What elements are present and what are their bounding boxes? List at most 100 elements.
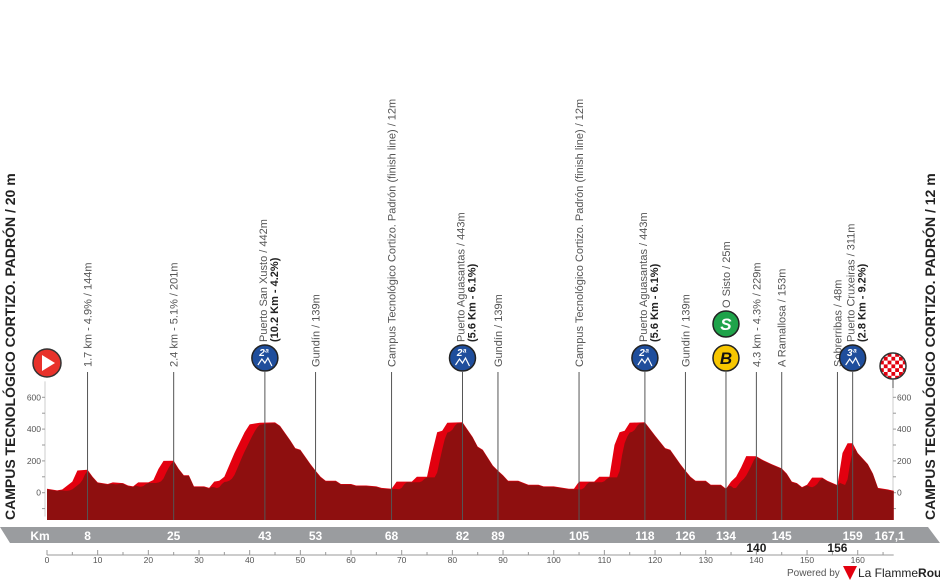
km-bar-label: 82 (456, 529, 470, 543)
brand-name: La FlammeRouge (858, 566, 940, 580)
checker-square (891, 364, 896, 369)
point-sublabel: (5.6 Km - 6.1%) (466, 263, 478, 342)
y-tick-label: 400 (27, 424, 41, 434)
checker-square (880, 353, 884, 357)
point-label: A Ramallosa / 153m (777, 269, 789, 367)
checker-square (883, 364, 888, 369)
finish-title: CAMPUS TECNOLÓGICO CORTIZO. PADRÓN / 12 … (921, 173, 938, 520)
x-tick-label: 110 (598, 555, 612, 565)
km-bar-unit: Km (30, 529, 49, 543)
km-bar-label: 134 (716, 529, 736, 543)
x-tick-label: 150 (800, 555, 814, 565)
x-tick-label: 50 (296, 555, 306, 565)
km-bar-label: 68 (385, 529, 399, 543)
point-labels: 1.7 km - 4.9% / 144m 2.4 km - 5.1% / 201m… (83, 99, 869, 372)
point-label: Puerto Aguasantas / 443m (638, 212, 650, 342)
checker-square (883, 372, 888, 376)
km-bar-background (0, 527, 940, 543)
checker-square (895, 368, 899, 372)
category-climb-badge-icon: 3ª (838, 344, 867, 372)
point-label: Puerto Cruxeiras / 311m (846, 224, 858, 342)
x-tick-label: 40 (245, 555, 255, 565)
point-label: Puerto Aguasantas / 443m (455, 212, 467, 342)
y-tick-label: 600 (897, 392, 911, 402)
point-label: O Sisto / 25m (721, 241, 733, 308)
km-below-label: 156 (827, 541, 847, 555)
category-climb-badge-icon: 2ª (251, 344, 279, 372)
axes: 0 200 400 600 0 200 400 600 0 10 20 30 40 50 60 70 80 90 1… (27, 381, 911, 565)
checker-square (880, 360, 884, 365)
checker-square (895, 375, 899, 379)
checker-square (899, 372, 903, 376)
category-climb-badge-icon: 2ª (448, 344, 477, 372)
x-tick-label: 70 (397, 555, 407, 565)
km-bar-label: 25 (167, 529, 181, 543)
km-bar-label: 43 (258, 529, 272, 543)
category-climb-badge-icon: 2ª (631, 344, 659, 372)
category-label: 2ª (638, 348, 649, 359)
checker-square (895, 353, 899, 357)
x-tick-label: 130 (699, 555, 713, 565)
mountain-icon (454, 356, 471, 367)
point-label: Gundín / 139m (493, 294, 505, 367)
sprint-label: S (720, 315, 732, 334)
mountain-icon (257, 356, 273, 367)
bonus-circle (712, 344, 740, 372)
y-tick-label: 200 (897, 456, 911, 466)
point-sublabel: (10.2 Km - 4.2%) (269, 257, 281, 342)
sprint-circle (712, 310, 740, 338)
km-bar-label: 89 (491, 529, 505, 543)
checker-square (891, 356, 896, 361)
checker-square (880, 375, 884, 379)
y-tick-label: 0 (36, 488, 41, 498)
point-label: Sobrerribas / 48m (832, 280, 844, 367)
profile-shade-area (47, 423, 894, 520)
point-label: 4.3 km - 4.3% / 229m (751, 262, 763, 367)
point-label: Campus Tecnológico Cortizo. Padrón (fini… (387, 99, 399, 367)
x-tick-label: 30 (194, 555, 204, 565)
point-label: Puerto San Xusto / 442m (258, 219, 270, 342)
bonus-label: B (720, 349, 732, 368)
km-bar-label: 145 (772, 529, 792, 543)
y-tick-label: 400 (897, 424, 911, 434)
y-tick-label: 600 (27, 392, 41, 402)
point-label: Campus Tecnológico Cortizo. Padrón (fini… (574, 99, 586, 367)
km-bar-label: 105 (569, 529, 589, 543)
x-tick-label: 90 (498, 555, 508, 565)
start-icon (32, 348, 62, 378)
x-tick-label: 0 (45, 555, 50, 565)
point-sublabel: (5.6 Km - 6.1%) (649, 263, 661, 342)
km-bar-label: 159 (843, 529, 863, 543)
checker-square (887, 375, 892, 379)
bonus-icon: B (712, 344, 740, 372)
checker-square (895, 360, 899, 365)
checker-square (887, 368, 892, 372)
point-label: Gundín / 139m (311, 294, 323, 367)
x-tick-label: 120 (648, 555, 662, 565)
brand-name-part1: La Flamme (858, 566, 918, 580)
x-tick-label: 140 (749, 555, 763, 565)
finish-flag-icon (879, 352, 907, 388)
checker-square (902, 368, 906, 372)
km-bar-label: 53 (309, 529, 323, 543)
x-tick-label: 80 (448, 555, 458, 565)
category-label: 2ª (258, 348, 269, 359)
km-below-label: 140 (746, 541, 766, 555)
km-bar-label: 118 (635, 529, 655, 543)
y-tick-label: 200 (27, 456, 41, 466)
checker-square (891, 372, 896, 376)
km-bar: Km 8 25 43 53 68 82 89 105 118 126 134 145 159 167,1 14… (0, 527, 940, 555)
brand-name-part2: Rouge (918, 566, 940, 580)
checker-square (887, 353, 892, 357)
x-tick-label: 60 (346, 555, 356, 565)
sprint-icon: S (712, 310, 740, 338)
x-tick-label: 10 (93, 555, 103, 565)
km-bar-label: 126 (675, 529, 695, 543)
checker-square (902, 353, 906, 357)
x-tick-label: 100 (547, 555, 561, 565)
x-tick-label: 20 (144, 555, 154, 565)
powered-by: Powered by (787, 568, 840, 579)
checker-square (899, 356, 903, 361)
la-flamme-rouge-logo-icon (843, 566, 857, 580)
